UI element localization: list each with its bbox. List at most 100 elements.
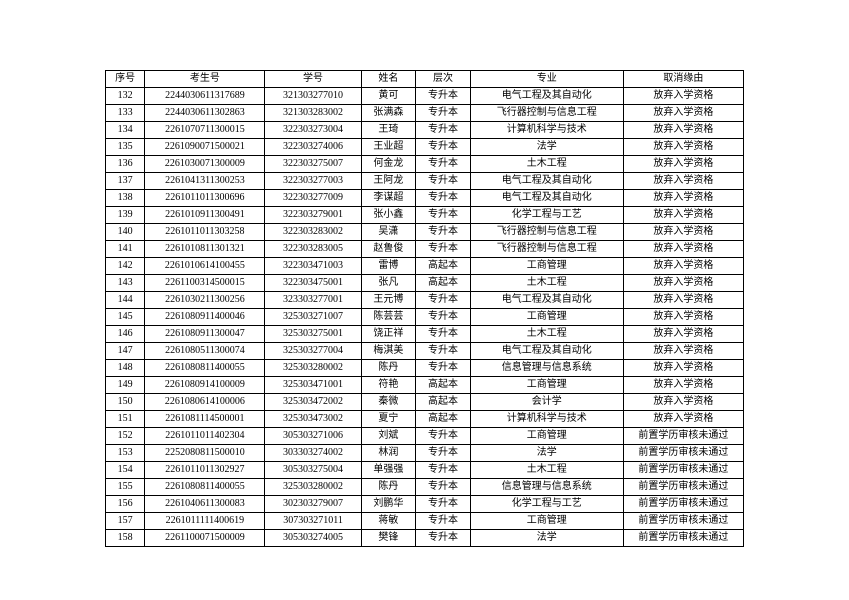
table-cell: 赵鲁俊 bbox=[361, 241, 416, 258]
table-cell: 陈丹 bbox=[361, 479, 416, 496]
table-cell: 157 bbox=[106, 513, 145, 530]
table-cell: 专升本 bbox=[416, 479, 471, 496]
table-cell: 2244030611302863 bbox=[145, 105, 265, 122]
table-cell: 322303475001 bbox=[265, 275, 361, 292]
table-row: 1492261080914100009325303471001符艳高起本工商管理… bbox=[106, 377, 744, 394]
table-row: 1362261030071300009322303275007何金龙专升本土木工… bbox=[106, 156, 744, 173]
table-cell: 放弃入学资格 bbox=[623, 224, 743, 241]
table-row: 1372261041311300253322303277003王阿龙专升本电气工… bbox=[106, 173, 744, 190]
table-cell: 土木工程 bbox=[470, 275, 623, 292]
table-row: 1452261080911400046325303271007陈芸芸专升本工商管… bbox=[106, 309, 744, 326]
table-cell: 饶正祥 bbox=[361, 326, 416, 343]
table-cell: 电气工程及其自动化 bbox=[470, 343, 623, 360]
table-cell: 工商管理 bbox=[470, 377, 623, 394]
table-cell: 151 bbox=[106, 411, 145, 428]
table-cell: 325303271007 bbox=[265, 309, 361, 326]
table-cell: 146 bbox=[106, 326, 145, 343]
table-cell: 150 bbox=[106, 394, 145, 411]
table-cell: 322303277003 bbox=[265, 173, 361, 190]
page-container: 序号 考生号 学号 姓名 层次 专业 取消缘由 1322244030611317… bbox=[0, 0, 849, 600]
table-cell: 2261010614100455 bbox=[145, 258, 265, 275]
table-cell: 325303471001 bbox=[265, 377, 361, 394]
table-cell: 专升本 bbox=[416, 530, 471, 547]
table-cell: 黄可 bbox=[361, 88, 416, 105]
table-cell: 322303279001 bbox=[265, 207, 361, 224]
table-row: 1542261011011302927305303275004单强强专升本土木工… bbox=[106, 462, 744, 479]
table-cell: 电气工程及其自动化 bbox=[470, 173, 623, 190]
col-stuid: 学号 bbox=[265, 71, 361, 88]
table-cell: 325303275001 bbox=[265, 326, 361, 343]
table-cell: 法学 bbox=[470, 445, 623, 462]
table-cell: 飞行器控制与信息工程 bbox=[470, 224, 623, 241]
table-cell: 305303274005 bbox=[265, 530, 361, 547]
data-table: 序号 考生号 学号 姓名 层次 专业 取消缘由 1322244030611317… bbox=[105, 70, 744, 547]
table-cell: 王元博 bbox=[361, 292, 416, 309]
table-cell: 137 bbox=[106, 173, 145, 190]
table-cell: 信息管理与信息系统 bbox=[470, 360, 623, 377]
table-row: 1382261011011300696322303277009李谋超专升本电气工… bbox=[106, 190, 744, 207]
table-cell: 132 bbox=[106, 88, 145, 105]
table-cell: 325303280002 bbox=[265, 479, 361, 496]
table-cell: 前置学历审核未通过 bbox=[623, 496, 743, 513]
table-cell: 325303472002 bbox=[265, 394, 361, 411]
table-row: 1582261100071500009305303274005樊锋专升本法学前置… bbox=[106, 530, 744, 547]
table-cell: 张满森 bbox=[361, 105, 416, 122]
table-cell: 2244030611317689 bbox=[145, 88, 265, 105]
table-cell: 专升本 bbox=[416, 445, 471, 462]
table-cell: 电气工程及其自动化 bbox=[470, 292, 623, 309]
table-cell: 飞行器控制与信息工程 bbox=[470, 105, 623, 122]
table-cell: 化学工程与工艺 bbox=[470, 496, 623, 513]
table-cell: 王阿龙 bbox=[361, 173, 416, 190]
table-cell: 155 bbox=[106, 479, 145, 496]
table-cell: 2261080811400055 bbox=[145, 360, 265, 377]
table-cell: 放弃入学资格 bbox=[623, 207, 743, 224]
table-cell: 322303283002 bbox=[265, 224, 361, 241]
table-cell: 放弃入学资格 bbox=[623, 309, 743, 326]
table-cell: 专升本 bbox=[416, 88, 471, 105]
table-cell: 陈丹 bbox=[361, 360, 416, 377]
table-cell: 会计学 bbox=[470, 394, 623, 411]
table-cell: 325303473002 bbox=[265, 411, 361, 428]
table-cell: 蒋敏 bbox=[361, 513, 416, 530]
table-cell: 322303275007 bbox=[265, 156, 361, 173]
table-cell: 飞行器控制与信息工程 bbox=[470, 241, 623, 258]
col-name: 姓名 bbox=[361, 71, 416, 88]
table-cell: 133 bbox=[106, 105, 145, 122]
table-cell: 2261090071500021 bbox=[145, 139, 265, 156]
col-seq: 序号 bbox=[106, 71, 145, 88]
table-cell: 土木工程 bbox=[470, 156, 623, 173]
table-cell: 专升本 bbox=[416, 462, 471, 479]
table-row: 1522261011011402304305303271006刘斌专升本工商管理… bbox=[106, 428, 744, 445]
table-cell: 2261080811400055 bbox=[145, 479, 265, 496]
table-cell: 325303280002 bbox=[265, 360, 361, 377]
table-cell: 322303277009 bbox=[265, 190, 361, 207]
table-cell: 2261011011300696 bbox=[145, 190, 265, 207]
table-cell: 放弃入学资格 bbox=[623, 88, 743, 105]
table-cell: 前置学历审核未通过 bbox=[623, 479, 743, 496]
table-row: 1562261040611300083302303279007刘鹏华专升本化学工… bbox=[106, 496, 744, 513]
table-cell: 136 bbox=[106, 156, 145, 173]
table-cell: 放弃入学资格 bbox=[623, 241, 743, 258]
table-cell: 放弃入学资格 bbox=[623, 360, 743, 377]
table-cell: 2261080914100009 bbox=[145, 377, 265, 394]
table-cell: 302303279007 bbox=[265, 496, 361, 513]
table-cell: 143 bbox=[106, 275, 145, 292]
table-cell: 土木工程 bbox=[470, 462, 623, 479]
table-cell: 王琦 bbox=[361, 122, 416, 139]
table-cell: 2261011011302927 bbox=[145, 462, 265, 479]
table-row: 1512261081114500001325303473002夏宁高起本计算机科… bbox=[106, 411, 744, 428]
table-cell: 放弃入学资格 bbox=[623, 411, 743, 428]
table-cell: 322303283005 bbox=[265, 241, 361, 258]
table-cell: 张小鑫 bbox=[361, 207, 416, 224]
table-cell: 2252080811500010 bbox=[145, 445, 265, 462]
table-row: 1402261011011303258322303283002吴潇专升本飞行器控… bbox=[106, 224, 744, 241]
table-cell: 电气工程及其自动化 bbox=[470, 190, 623, 207]
table-cell: 高起本 bbox=[416, 411, 471, 428]
table-row: 1392261010911300491322303279001张小鑫专升本化学工… bbox=[106, 207, 744, 224]
table-cell: 化学工程与工艺 bbox=[470, 207, 623, 224]
table-row: 1482261080811400055325303280002陈丹专升本信息管理… bbox=[106, 360, 744, 377]
table-cell: 专升本 bbox=[416, 513, 471, 530]
table-cell: 141 bbox=[106, 241, 145, 258]
table-cell: 2261080911400046 bbox=[145, 309, 265, 326]
table-cell: 前置学历审核未通过 bbox=[623, 445, 743, 462]
